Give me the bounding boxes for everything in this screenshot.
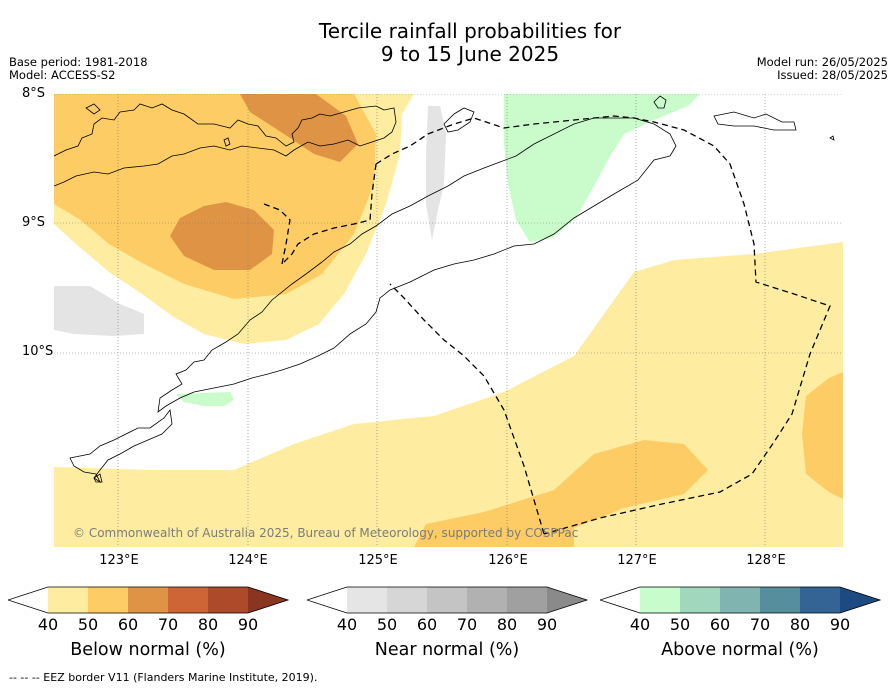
- model-name: Model: ACCESS-S2: [9, 68, 116, 82]
- below-colorbar-bin-50-60: [88, 587, 128, 613]
- map-title-line-1: Tercile rainfall probabilities for: [318, 19, 622, 43]
- below-colorbar-under-triangle: [8, 587, 48, 613]
- above-colorbar-bin-80-90: [800, 587, 840, 613]
- lat-label-10s: 10°S: [22, 344, 54, 359]
- near-normal-colorbar: [307, 586, 589, 614]
- below-normal-colorbar: [8, 586, 290, 614]
- above-normal-40-50-region-north: [504, 94, 700, 242]
- near-tick-80: 80: [496, 615, 518, 634]
- coastlines: [54, 95, 835, 484]
- above-colorbar-bin-70-80: [760, 587, 800, 613]
- lon-label-126e: 126°E: [488, 553, 528, 568]
- map-title-line-2: 9 to 15 June 2025: [380, 42, 560, 66]
- base-period: Base period: 1981-2018: [9, 55, 148, 69]
- below-normal-50-60-region-south: [414, 440, 708, 547]
- map-copyright: © Commonwealth of Australia 2025, Bureau…: [73, 526, 578, 540]
- below-tick-70: 70: [157, 615, 179, 634]
- near-colorbar-bin-40-50: [347, 587, 387, 613]
- coastline-flores-island: [54, 103, 397, 187]
- near-colorbar-bin-70-80: [467, 587, 507, 613]
- below-normal-50-60-region-east: [802, 372, 843, 499]
- lon-label-123e: 123°E: [99, 553, 139, 568]
- lat-label-9s: 9°S: [22, 215, 46, 230]
- model-run-date: Model run: 26/05/2025: [756, 55, 888, 69]
- above-colorbar-bin-50-60: [680, 587, 720, 613]
- map-gridlines: [54, 94, 843, 547]
- coastline-southern-islet: [93, 473, 103, 483]
- above-colorbar-bin-40-50: [640, 587, 680, 613]
- lat-label-8s: 8°S: [22, 86, 46, 101]
- coastline-small-islet-north: [223, 137, 231, 147]
- below-normal-legend-title: Below normal (%): [70, 640, 226, 660]
- lon-label-124e: 124°E: [228, 553, 268, 568]
- above-normal-colorbar: [600, 586, 882, 614]
- below-colorbar-bin-60-70: [128, 587, 168, 613]
- below-colorbar-bin-70-80: [168, 587, 208, 613]
- below-colorbar-over-triangle: [248, 587, 288, 613]
- near-tick-60: 60: [416, 615, 438, 634]
- near-colorbar-over-triangle: [547, 587, 587, 613]
- near-colorbar-bin-80-90: [507, 587, 547, 613]
- near-normal-40-50-region-west: [54, 286, 144, 336]
- below-tick-50: 50: [77, 615, 99, 634]
- coastline-wetar-island: [653, 95, 667, 109]
- near-colorbar-bin-50-60: [387, 587, 427, 613]
- coastline-babar-islands: [713, 111, 797, 131]
- below-colorbar-bin-40-50: [48, 587, 88, 613]
- below-tick-40: 40: [37, 615, 59, 634]
- coastline-babar-islet: [829, 135, 835, 141]
- above-tick-50: 50: [669, 615, 691, 634]
- lon-label-127e: 127°E: [617, 553, 657, 568]
- below-tick-90: 90: [237, 615, 259, 634]
- below-colorbar-bin-80-90: [208, 587, 248, 613]
- near-normal-legend-title: Near normal (%): [374, 640, 520, 660]
- near-tick-90: 90: [536, 615, 558, 634]
- near-tick-50: 50: [376, 615, 398, 634]
- below-colorbar-outline: [8, 586, 290, 614]
- near-normal-40-50-region-central: [426, 106, 446, 240]
- above-tick-90: 90: [829, 615, 851, 634]
- above-tick-60: 60: [709, 615, 731, 634]
- coastline-small-islet-west: [85, 103, 101, 115]
- above-colorbar-outline: [600, 586, 882, 614]
- coastline-rote-savu-islands: [69, 408, 173, 484]
- below-tick-60: 60: [117, 615, 139, 634]
- near-colorbar-bin-60-70: [427, 587, 467, 613]
- above-colorbar-under-triangle: [600, 587, 640, 613]
- above-normal-40-50-region-south: [176, 392, 234, 406]
- coastline-alor-strait-islands: [443, 107, 475, 133]
- above-tick-80: 80: [789, 615, 811, 634]
- near-tick-40: 40: [336, 615, 358, 634]
- lon-label-128e: 128°E: [746, 553, 786, 568]
- above-colorbar-bin-60-70: [720, 587, 760, 613]
- near-colorbar-outline: [307, 586, 589, 614]
- near-tick-70: 70: [456, 615, 478, 634]
- above-normal-legend-title: Above normal (%): [661, 640, 819, 660]
- lon-label-125e: 125°E: [358, 553, 398, 568]
- coastline-timor-island: [157, 117, 677, 413]
- above-tick-70: 70: [749, 615, 771, 634]
- above-colorbar-over-triangle: [840, 587, 880, 613]
- issued-date: Issued: 28/05/2025: [777, 68, 888, 82]
- rainfall-probability-map: © Commonwealth of Australia 2025, Bureau…: [54, 94, 843, 547]
- above-tick-40: 40: [629, 615, 651, 634]
- below-tick-80: 80: [197, 615, 219, 634]
- near-colorbar-under-triangle: [307, 587, 347, 613]
- below-normal-50-60-region-north: [54, 94, 376, 299]
- eez-border: [263, 115, 831, 535]
- eez-border-footnote: -- -- -- EEZ border V11 (Flanders Marine…: [9, 671, 318, 684]
